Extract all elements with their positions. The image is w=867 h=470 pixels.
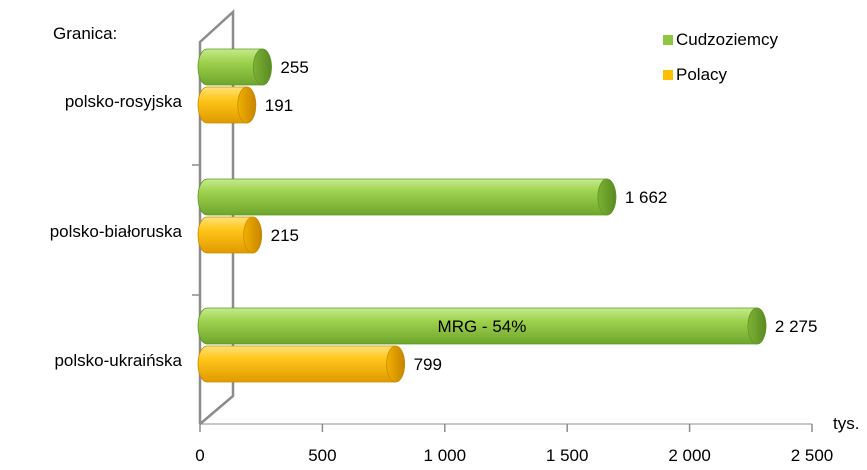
legend: Cudzoziemcy Polacy: [663, 30, 779, 84]
x-tick-label: 2 000: [668, 446, 711, 465]
data-label: 191: [265, 96, 293, 115]
bar: [197, 178, 617, 216]
x-tick-label: 2 500: [791, 446, 834, 465]
bar-end-cap: [253, 48, 272, 86]
x-axis-unit: tys.: [833, 414, 859, 433]
data-label: 255: [280, 58, 308, 77]
side-wall: [198, 9, 235, 425]
legend-swatch: [663, 35, 673, 45]
x-tick-label: 1 500: [546, 446, 589, 465]
x-tick-label: 0: [195, 446, 204, 465]
legend-label: Cudzoziemcy: [676, 30, 779, 49]
bar-end-cap: [597, 178, 617, 216]
bar: [197, 307, 767, 345]
bar-annotation: MRG - 54%: [438, 317, 527, 336]
y-axis-title: Granica:: [53, 24, 117, 43]
data-label: 1 662: [625, 188, 668, 207]
bar-end-cap: [386, 345, 405, 383]
data-label: 2 275: [775, 317, 818, 336]
data-labels-group: 255 191 1 662 215 2 275 799 MRG - 54%: [265, 58, 818, 374]
x-axis: 0 500 1 000 1 500 2 000 2 500: [195, 423, 834, 465]
bar-end-cap: [237, 86, 257, 124]
category-label: polsko-białoruska: [50, 222, 183, 241]
bar: [197, 86, 257, 124]
data-label: 799: [414, 355, 442, 374]
bars-group: [197, 48, 767, 383]
bar-body: [197, 345, 405, 383]
x-tick-label: 1 000: [424, 446, 467, 465]
bar-end-cap: [243, 216, 263, 254]
bar: [197, 48, 272, 86]
legend-label: Polacy: [676, 65, 728, 84]
category-label: polsko-rosyjska: [65, 92, 183, 111]
category-label: polsko-ukraińska: [54, 351, 182, 370]
plot-walls: [192, 9, 235, 425]
bar-body: [197, 178, 617, 216]
bar: [197, 216, 263, 254]
x-tick-label: 500: [308, 446, 336, 465]
data-label: 215: [271, 226, 299, 245]
bar: [197, 345, 405, 383]
bar-end-cap: [747, 307, 767, 345]
category-labels-group: polsko-rosyjska polsko-białoruska polsko-u…: [50, 92, 183, 370]
legend-swatch: [663, 70, 673, 80]
